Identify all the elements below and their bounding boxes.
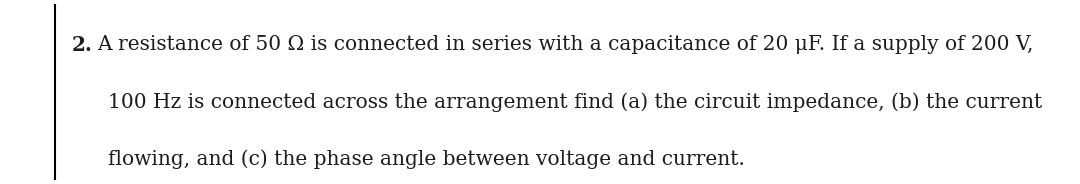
Text: 100 Hz is connected across the arrangement find (a) the circuit impedance, (b) t: 100 Hz is connected across the arrangeme… [108, 92, 1042, 112]
Text: A resistance of 50 Ω is connected in series with a capacitance of 20 μF. If a su: A resistance of 50 Ω is connected in ser… [97, 35, 1034, 54]
Text: flowing, and (c) the phase angle between voltage and current.: flowing, and (c) the phase angle between… [108, 149, 745, 169]
Text: 2.: 2. [72, 35, 93, 55]
